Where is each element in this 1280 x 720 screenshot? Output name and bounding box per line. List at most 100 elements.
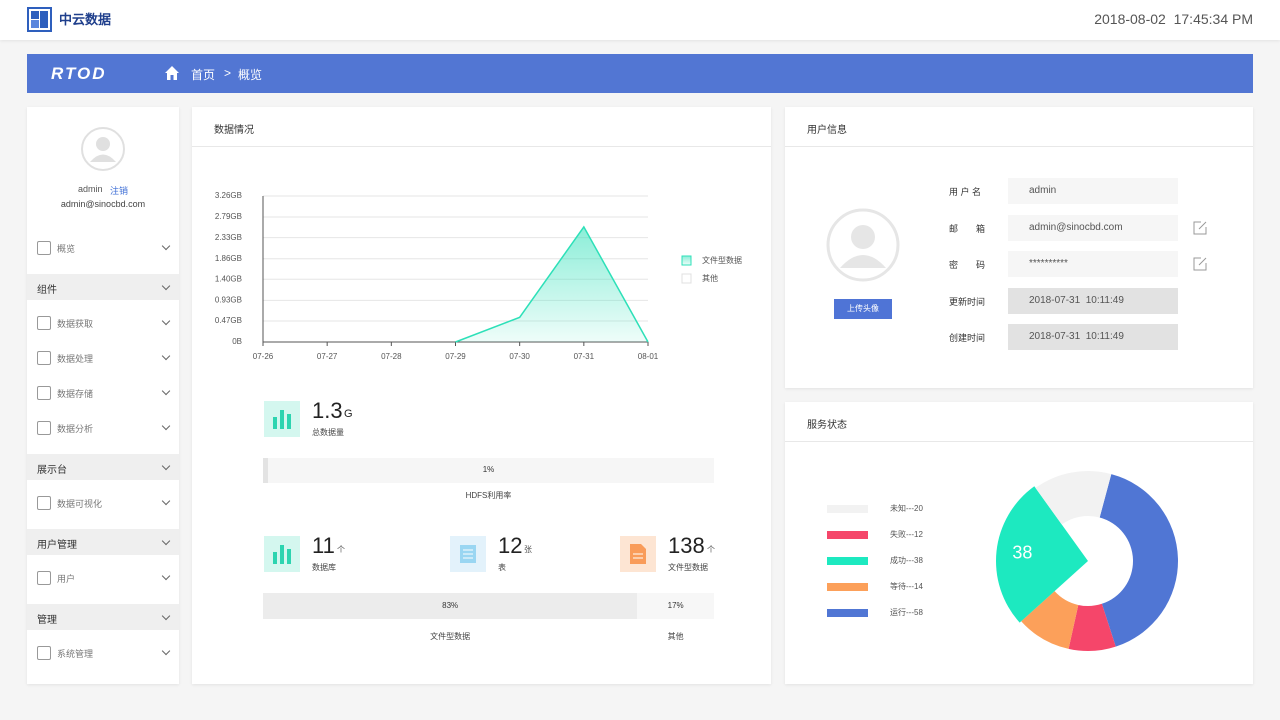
- email: admin@sinocbd.com: [60, 199, 146, 209]
- usage-fill: [263, 458, 268, 483]
- donut-slice: [1068, 603, 1116, 651]
- y-tick-label: 2.79GB: [215, 212, 242, 221]
- split-segment: [263, 593, 638, 619]
- x-tick-label: 07-28: [381, 352, 402, 361]
- menu-icon: [37, 496, 51, 510]
- y-tick-label: 1.86GB: [215, 254, 242, 263]
- field-label: 邮 箱: [949, 223, 986, 234]
- y-tick-label: 0B: [232, 337, 242, 346]
- field-label: 密 码: [949, 260, 986, 270]
- usage-track: [263, 458, 714, 483]
- divider: [192, 146, 771, 147]
- panel-title: 数据情况: [214, 125, 254, 136]
- legend-label: 失败---12: [890, 529, 923, 539]
- legend-swatch: [681, 273, 692, 284]
- data-panel: 数据情况 0B 0.47GB 0.93GB 1.40GB 1.86GB 2.33GB 2.7…: [192, 107, 771, 684]
- chevron: [161, 421, 171, 431]
- sidebar: admin 注销 admin@sinocbd.com 概览组件数据获取数据处理数…: [27, 107, 179, 684]
- field-value[interactable]: admin@sinocbd.com: [1029, 221, 1123, 233]
- menu-item[interactable]: 数据获取: [57, 319, 94, 329]
- chevron: [161, 571, 171, 581]
- x-tick-label: 07-29: [445, 352, 466, 361]
- chevron: [161, 351, 171, 361]
- stat-value: 1.3: [312, 398, 343, 423]
- y-tick-label: 0.47GB: [215, 316, 242, 325]
- donut-chart: 38 未知---20 失败---12 成功---38 等待---14 运行---58: [827, 471, 1178, 651]
- user-avatar: [826, 208, 900, 282]
- field-value[interactable]: admin: [1029, 185, 1057, 196]
- menu-icon: [37, 351, 51, 365]
- menu-group-label[interactable]: 组件: [37, 285, 57, 296]
- breadcrumb-home[interactable]: 首页: [191, 68, 216, 82]
- field-value[interactable]: **********: [1029, 258, 1068, 269]
- menu-group-label[interactable]: 管理: [37, 615, 57, 626]
- count-unit: 个: [337, 545, 345, 554]
- service-panel: 服务状态 38 未知---20 失败---12 成功---38 等待---14 运行---…: [785, 402, 1253, 684]
- user-panel: 用户信息 上传头像 用 户 名 admin 邮 箱 admin@sinocbd.com…: [785, 107, 1253, 388]
- field-value: 2018-07-31 10:11:49: [1029, 331, 1124, 342]
- count-value: 12: [498, 533, 523, 558]
- divider: [785, 146, 1253, 147]
- menu-item[interactable]: 概览: [57, 244, 76, 254]
- chevron: [161, 496, 171, 506]
- stat-icon: [620, 536, 656, 572]
- username: admin: [78, 184, 103, 194]
- y-tick-label: 2.33GB: [215, 233, 242, 242]
- menu-group: [27, 454, 179, 480]
- menu-item[interactable]: 数据可视化: [57, 499, 103, 509]
- chevron: [161, 646, 171, 656]
- menu-icon: [37, 241, 51, 255]
- menu-item[interactable]: 系统管理: [57, 649, 94, 659]
- area-line: [455, 225, 649, 343]
- x-tick-label: 07-30: [509, 352, 530, 361]
- legend-label: 运行---58: [890, 607, 923, 617]
- edit-icon[interactable]: [1193, 257, 1207, 271]
- panel-title: 服务状态: [807, 420, 847, 431]
- menu-group-label[interactable]: 用户管理: [37, 540, 77, 551]
- stat-icon: [264, 401, 300, 437]
- area-fill: [455, 226, 648, 342]
- breadcrumb-current: 概览: [238, 68, 263, 82]
- usage-caption: HDFS利用率: [465, 491, 512, 500]
- chevron: [161, 241, 171, 251]
- split-label: 17%: [667, 601, 684, 610]
- home-icon[interactable]: [164, 65, 180, 81]
- legend-swatch: [827, 557, 868, 565]
- field-value: 2018-07-31 10:11:49: [1029, 294, 1124, 306]
- menu-item[interactable]: 数据存储: [57, 389, 94, 399]
- logout-link[interactable]: 注销: [110, 186, 129, 196]
- menu-icon: [37, 421, 51, 435]
- x-tick-label: 07-26: [253, 352, 274, 361]
- menu-item[interactable]: 数据分析: [57, 424, 94, 434]
- legend-swatch: [681, 255, 692, 266]
- legend-label: 未知---20: [890, 503, 923, 513]
- field-box: [1008, 324, 1178, 350]
- field-box: [1008, 287, 1178, 314]
- count-unit: 张: [524, 545, 532, 554]
- legend-swatch: [827, 505, 868, 513]
- menu-icon: [37, 386, 51, 400]
- menu-item[interactable]: 用户: [57, 574, 76, 584]
- y-tick-label: 1.40GB: [215, 274, 242, 283]
- nav-bar: RTOD 首页 > 概览: [27, 54, 1253, 93]
- menu-icon: [37, 316, 51, 330]
- header: 中云数据 2018-08-02 17:45:34 PM: [0, 0, 1280, 40]
- split-caption: 其他: [667, 632, 684, 641]
- divider: [785, 441, 1253, 442]
- logo-text: 中云数据: [59, 12, 112, 27]
- upload-button[interactable]: 上传头像: [834, 299, 892, 319]
- field-box: [1008, 251, 1178, 277]
- x-tick-label: 07-27: [317, 352, 338, 361]
- menu-group-label[interactable]: 展示台: [37, 465, 67, 476]
- menu-group: [27, 274, 179, 300]
- menu-group: [27, 604, 179, 630]
- legend-label: 等待---14: [890, 581, 923, 591]
- menu-item[interactable]: 数据处理: [57, 354, 94, 364]
- donut-slice: [1035, 471, 1112, 525]
- field-label: 用 户 名: [949, 187, 982, 197]
- edit-icon[interactable]: [1193, 221, 1207, 235]
- y-tick-label: 3.26GB: [215, 191, 242, 200]
- y-tick-label: 0.93GB: [215, 295, 242, 304]
- stat-icon: [450, 536, 486, 572]
